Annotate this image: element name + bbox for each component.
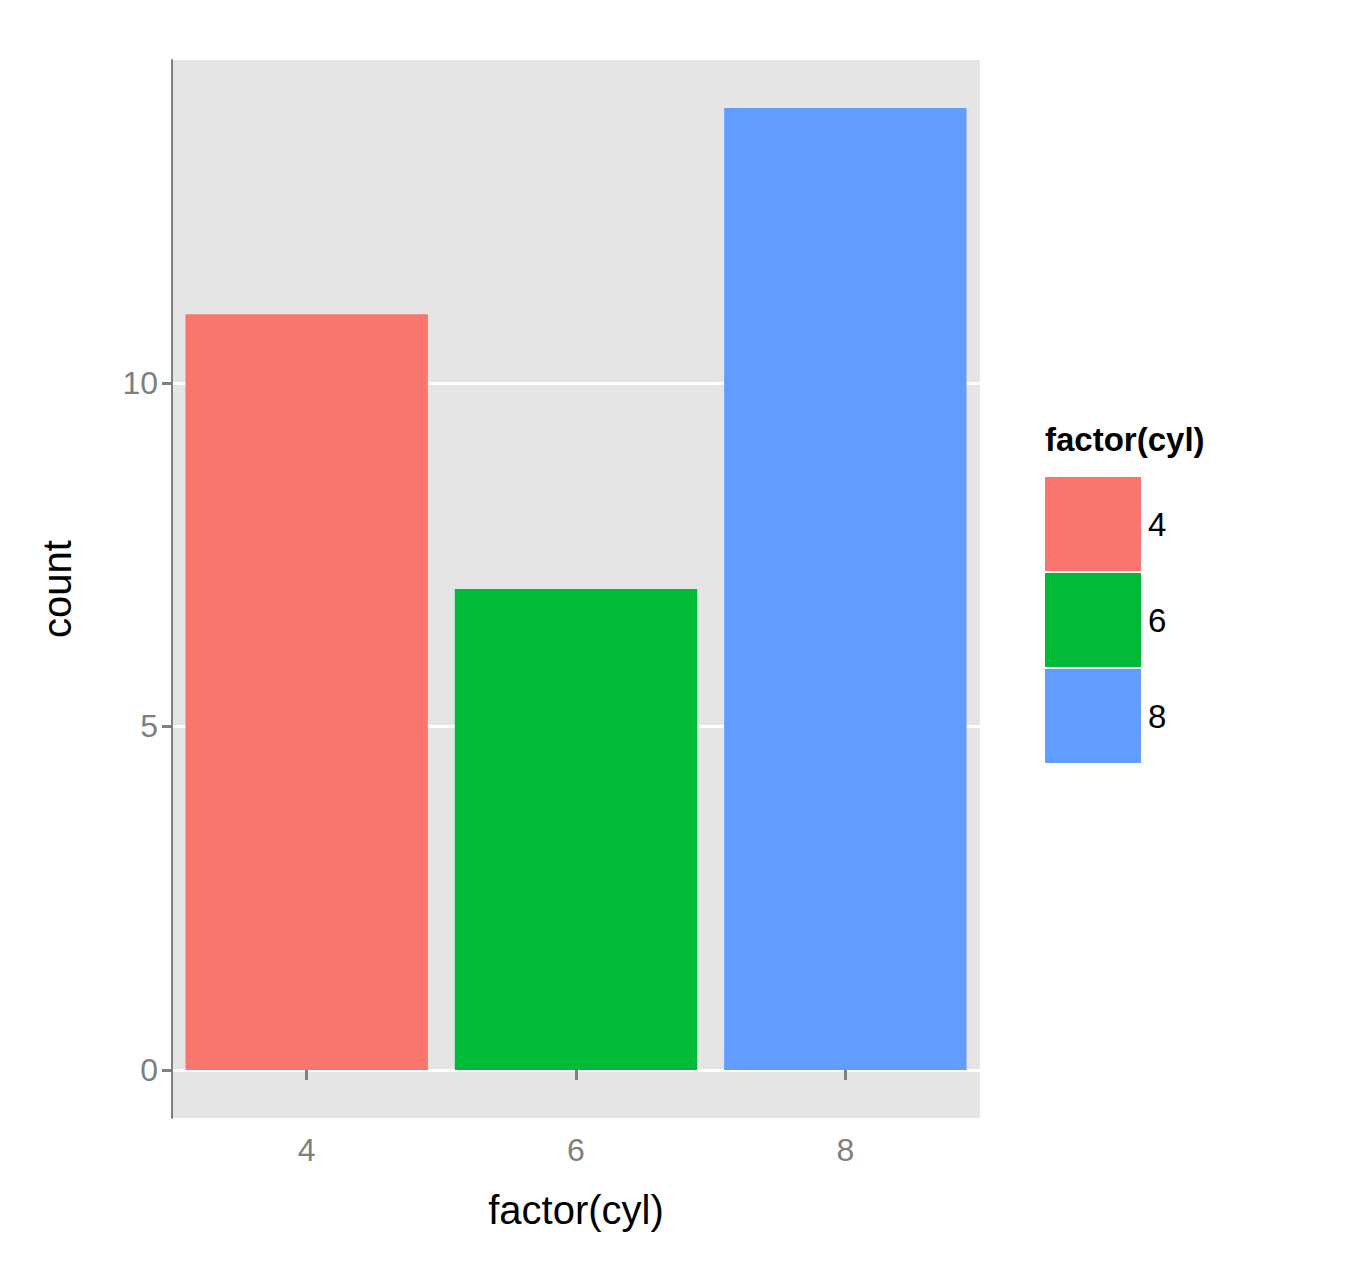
svg-text:factor(cyl): factor(cyl)	[1045, 421, 1205, 458]
svg-text:factor(cyl): factor(cyl)	[488, 1188, 664, 1232]
svg-text:6: 6	[567, 1132, 585, 1168]
svg-text:4: 4	[298, 1132, 316, 1168]
svg-text:0: 0	[140, 1052, 158, 1088]
svg-text:8: 8	[1148, 698, 1166, 735]
svg-text:4: 4	[1148, 506, 1166, 543]
svg-text:5: 5	[140, 708, 158, 744]
svg-text:count: count	[35, 540, 79, 638]
svg-text:6: 6	[1148, 602, 1166, 639]
svg-text:8: 8	[836, 1132, 854, 1168]
svg-text:10: 10	[122, 365, 158, 401]
